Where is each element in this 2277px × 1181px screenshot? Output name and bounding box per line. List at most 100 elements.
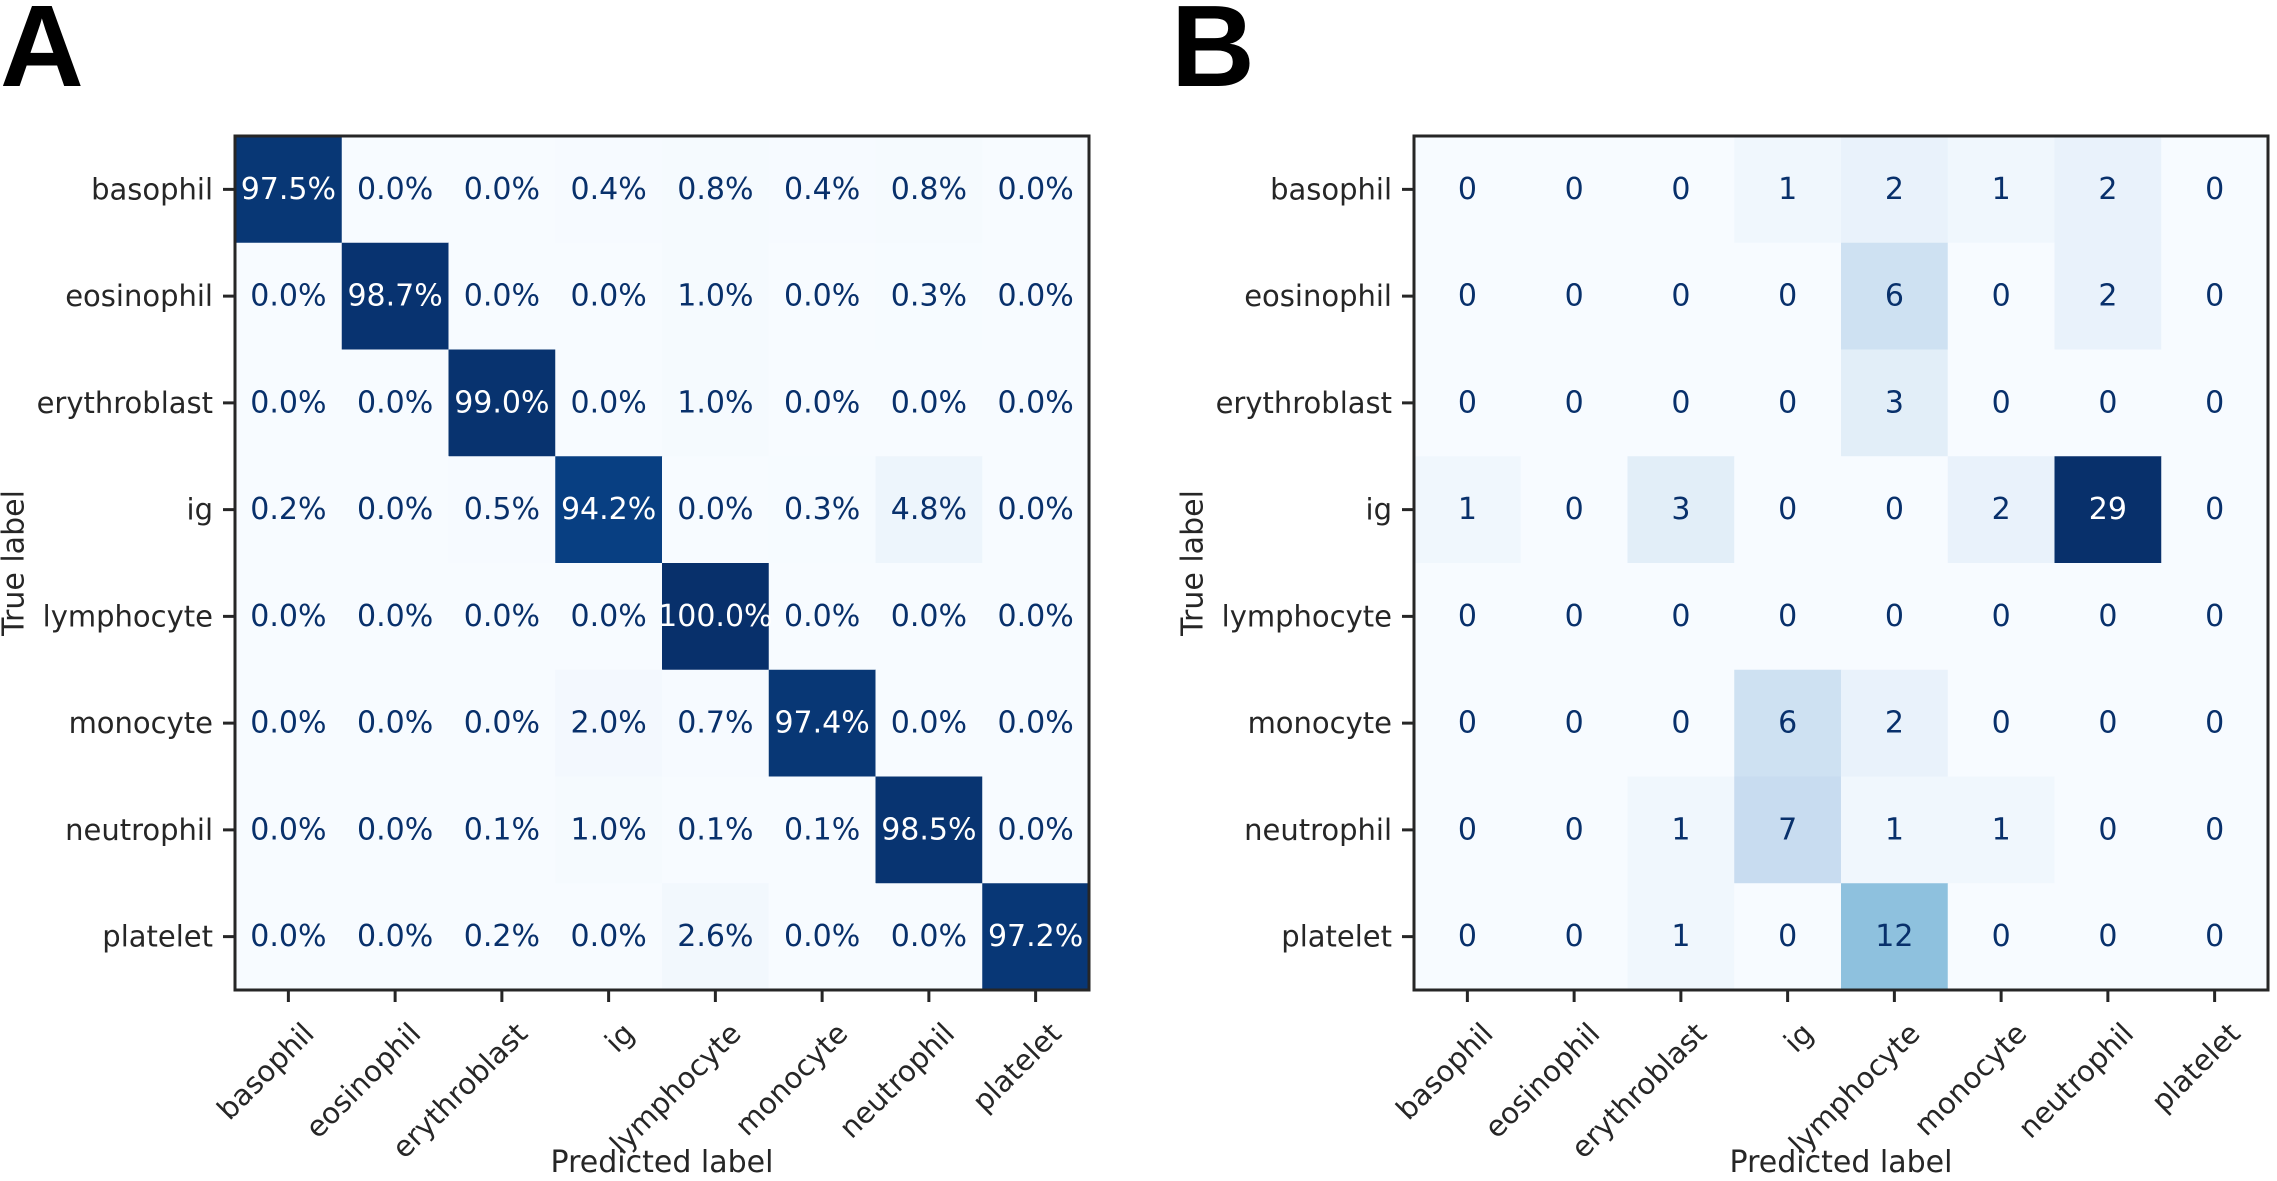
cell-a-6-0 xyxy=(235,776,343,884)
cell-a-7-4 xyxy=(662,883,770,991)
cell-label-b-1-4: 6 xyxy=(1885,279,1904,314)
cell-a-0-6 xyxy=(875,136,983,244)
x-tick-label-b-6: neutrophil xyxy=(2011,1016,2140,1145)
cell-label-b-0-6: 2 xyxy=(2098,172,2117,207)
cell-label-a-5-4: 0.7% xyxy=(677,706,753,741)
cell-label-a-6-0: 0.0% xyxy=(250,812,326,847)
cell-a-3-3 xyxy=(555,456,663,564)
cell-label-a-5-5: 97.4% xyxy=(774,706,869,741)
y-tick-label-b-4: lymphocyte xyxy=(1222,599,1392,633)
cell-a-2-6 xyxy=(875,349,983,457)
cell-label-b-4-6: 0 xyxy=(2098,599,2117,634)
cell-label-a-3-3: 94.2% xyxy=(561,492,656,527)
cell-a-4-4 xyxy=(662,563,770,671)
cell-label-b-6-3: 7 xyxy=(1778,812,1797,847)
cell-a-0-0 xyxy=(235,136,343,244)
cell-a-3-2 xyxy=(448,456,556,564)
cell-label-a-7-4: 2.6% xyxy=(677,919,753,954)
cell-a-5-5 xyxy=(768,669,876,777)
cell-label-a-3-6: 4.8% xyxy=(891,492,967,527)
cell-label-a-5-0: 0.0% xyxy=(250,706,326,741)
cell-label-a-5-1: 0.0% xyxy=(357,706,433,741)
cell-a-2-5 xyxy=(768,349,876,457)
y-tick-label-b-2: erythroblast xyxy=(1216,386,1392,420)
cell-a-4-3 xyxy=(555,563,663,671)
cell-b-5-7 xyxy=(2161,669,2269,777)
y-tick-label-a-5: monocyte xyxy=(69,706,213,740)
y-tick-label-b-6: neutrophil xyxy=(1244,813,1392,847)
x-tick-label-b-7: platelet xyxy=(2145,1016,2247,1118)
cell-label-a-1-1: 98.7% xyxy=(347,279,442,314)
cell-label-a-7-3: 0.0% xyxy=(571,919,647,954)
cell-label-b-3-0: 1 xyxy=(1458,492,1477,527)
cell-label-a-2-0: 0.0% xyxy=(250,385,326,420)
x-tick-label-a-0: basophil xyxy=(210,1016,320,1126)
cell-label-a-6-3: 1.0% xyxy=(571,812,647,847)
cell-b-1-3 xyxy=(1734,242,1842,350)
cell-label-a-1-2: 0.0% xyxy=(464,279,540,314)
cell-b-1-6 xyxy=(2054,242,2162,350)
cell-label-a-3-2: 0.5% xyxy=(464,492,540,527)
cell-b-7-5 xyxy=(1947,883,2055,991)
cell-b-0-6 xyxy=(2054,136,2162,244)
cell-b-4-1 xyxy=(1520,563,1628,671)
cell-label-a-1-7: 0.0% xyxy=(998,279,1074,314)
cell-b-0-7 xyxy=(2161,136,2269,244)
cell-label-a-0-3: 0.4% xyxy=(571,172,647,207)
y-tick-label-a-0: basophil xyxy=(91,172,213,206)
cell-a-3-5 xyxy=(768,456,876,564)
cell-label-a-0-0: 97.5% xyxy=(241,172,336,207)
cell-a-7-7 xyxy=(982,883,1090,991)
cell-a-6-6 xyxy=(875,776,983,884)
x-tick-label-a-7: platelet xyxy=(966,1016,1068,1118)
cell-a-2-7 xyxy=(982,349,1090,457)
cell-b-7-0 xyxy=(1414,883,1522,991)
cell-a-4-5 xyxy=(768,563,876,671)
cell-b-7-1 xyxy=(1520,883,1628,991)
cell-label-a-7-1: 0.0% xyxy=(357,919,433,954)
panel-letter-a: A xyxy=(0,0,84,111)
cell-b-5-3 xyxy=(1734,669,1842,777)
cell-b-4-3 xyxy=(1734,563,1842,671)
cell-label-a-4-1: 0.0% xyxy=(357,599,433,634)
cell-label-a-1-6: 0.3% xyxy=(891,279,967,314)
cell-b-6-4 xyxy=(1841,776,1949,884)
cell-label-a-1-0: 0.0% xyxy=(250,279,326,314)
cell-label-a-2-6: 0.0% xyxy=(891,385,967,420)
cell-a-5-7 xyxy=(982,669,1090,777)
cell-label-b-4-2: 0 xyxy=(1671,599,1690,634)
cell-label-a-2-4: 1.0% xyxy=(677,385,753,420)
cell-b-1-4 xyxy=(1841,242,1949,350)
cell-a-5-3 xyxy=(555,669,663,777)
cell-a-5-2 xyxy=(448,669,556,777)
cell-label-b-3-3: 0 xyxy=(1778,492,1797,527)
cell-a-1-3 xyxy=(555,242,663,350)
cell-b-0-5 xyxy=(1947,136,2055,244)
cell-a-7-6 xyxy=(875,883,983,991)
cell-b-7-7 xyxy=(2161,883,2269,991)
cell-b-5-0 xyxy=(1414,669,1522,777)
cell-label-a-2-3: 0.0% xyxy=(571,385,647,420)
cell-b-7-2 xyxy=(1627,883,1735,991)
cell-a-7-2 xyxy=(448,883,556,991)
y-tick-label-b-7: platelet xyxy=(1281,920,1392,954)
y-tick-label-a-3: ig xyxy=(187,493,213,527)
cell-label-a-6-7: 0.0% xyxy=(998,812,1074,847)
cell-label-b-5-7: 0 xyxy=(2205,706,2224,741)
x-tick-label-a-6: neutrophil xyxy=(832,1016,961,1145)
cell-b-3-1 xyxy=(1520,456,1628,564)
cell-a-2-4 xyxy=(662,349,770,457)
cell-b-1-2 xyxy=(1627,242,1735,350)
cell-label-a-3-1: 0.0% xyxy=(357,492,433,527)
cell-label-b-1-1: 0 xyxy=(1565,279,1584,314)
cell-a-4-2 xyxy=(448,563,556,671)
cell-label-b-6-5: 1 xyxy=(1992,812,2011,847)
cell-b-2-3 xyxy=(1734,349,1842,457)
cell-b-3-7 xyxy=(2161,456,2269,564)
cell-label-b-2-6: 0 xyxy=(2098,385,2117,420)
cell-b-5-4 xyxy=(1841,669,1949,777)
cell-label-a-6-4: 0.1% xyxy=(677,812,753,847)
cell-label-b-7-4: 12 xyxy=(1875,919,1913,954)
cell-a-6-4 xyxy=(662,776,770,884)
cell-a-5-1 xyxy=(341,669,449,777)
